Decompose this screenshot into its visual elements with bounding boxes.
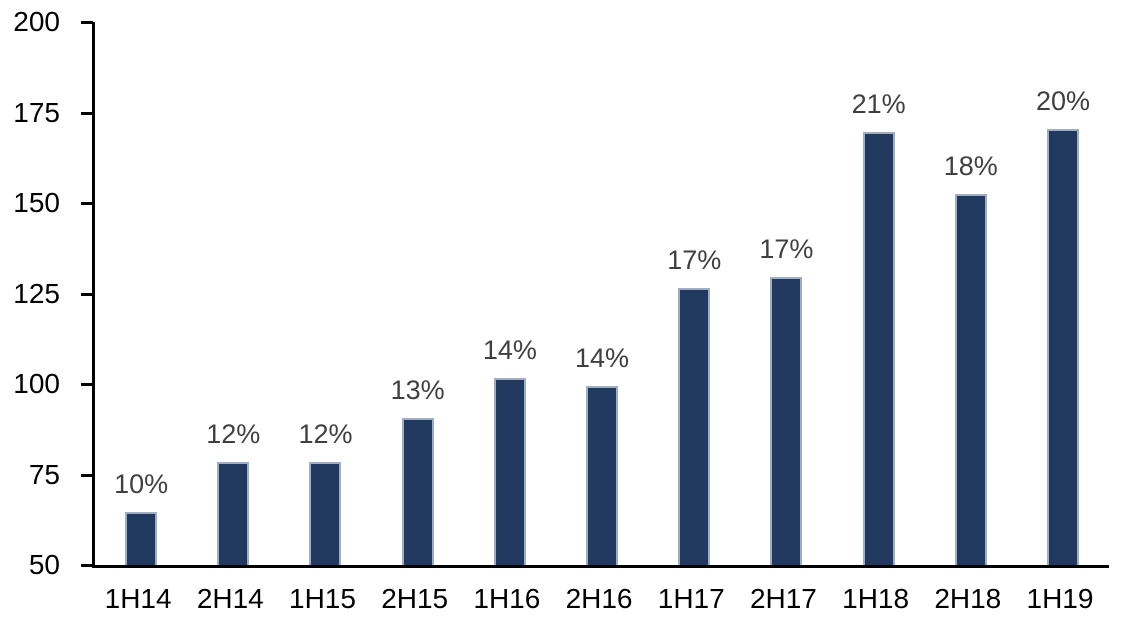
bar-value-label: 13% (390, 375, 445, 405)
x-axis-labels: 1H14 2H14 1H15 2H15 1H16 2H16 1H17 2H17 1H18 2H18… (92, 582, 1106, 616)
bar (770, 277, 803, 565)
plot-area: 10% 12% 12% 13% 14% 14% 17% 17% 21% 18% 20% (92, 22, 1109, 568)
bar-value-label: 14% (482, 335, 537, 365)
bar (862, 132, 895, 565)
bar-value-label: 21% (851, 89, 906, 119)
x-tick-label: 1H18 (842, 583, 910, 614)
x-tick-label: 1H14 (104, 583, 172, 614)
bar-value-label: 10% (114, 469, 169, 499)
x-tick-label: 2H16 (565, 583, 633, 614)
x-tick-label: 2H15 (381, 583, 449, 614)
x-tick-label: 1H19 (1026, 583, 1094, 614)
bar-slot: 21% (833, 22, 925, 565)
y-tick-label: 100 (13, 368, 60, 399)
bar-value-label: 20% (1035, 86, 1090, 116)
y-tick-label: 150 (13, 187, 60, 218)
y-tick-label: 50 (28, 549, 60, 580)
bar-slot: 20% (1017, 22, 1109, 565)
y-tick-label: 175 (13, 96, 60, 128)
y-axis-labels: 200 175 150 125 100 75 50 (0, 8, 60, 579)
x-tick-label: 2H17 (749, 583, 817, 614)
bar (678, 288, 711, 565)
y-tick-label: 75 (28, 458, 60, 490)
bar (1046, 129, 1079, 565)
bars-container: 10% 12% 12% 13% 14% 14% 17% 17% 21% 18% 20% (95, 22, 1109, 565)
bar (586, 386, 619, 565)
bar (954, 194, 987, 565)
bar-value-label: 14% (575, 343, 630, 373)
y-tick-mark (81, 473, 93, 477)
bar-slot: 13% (372, 22, 464, 565)
bar-value-label: 12% (206, 419, 261, 449)
x-tick-label: 1H16 (473, 583, 541, 614)
bar-slot: 18% (925, 22, 1017, 565)
y-tick-mark (81, 111, 93, 115)
y-tick-label: 125 (13, 277, 60, 309)
bar (125, 512, 158, 565)
bar-value-label: 18% (943, 151, 998, 181)
bar-value-label: 17% (759, 234, 814, 264)
bar-value-label: 12% (298, 419, 353, 449)
bar (401, 418, 434, 565)
x-tick-label: 2H14 (196, 583, 264, 614)
y-tick-mark (81, 564, 93, 567)
bar-slot: 12% (187, 22, 279, 565)
bar-slot: 17% (740, 22, 832, 565)
bar (309, 462, 342, 565)
bar (217, 462, 250, 565)
x-tick-label: 1H15 (289, 583, 356, 614)
x-tick-label: 1H17 (657, 583, 725, 614)
bar-slot: 14% (556, 22, 648, 565)
bar-slot: 14% (464, 22, 556, 565)
x-tick-label: 2H18 (934, 583, 1002, 614)
y-tick-mark (81, 202, 93, 205)
y-tick-mark (81, 21, 93, 24)
bar-slot: 17% (648, 22, 740, 565)
y-tick-mark (81, 292, 93, 296)
bar-slot: 12% (279, 22, 371, 565)
bar (493, 378, 526, 565)
bar-value-label: 17% (667, 245, 722, 275)
bar-slot: 10% (95, 22, 187, 565)
y-tick-label: 200 (13, 6, 60, 37)
y-tick-mark (81, 383, 93, 386)
